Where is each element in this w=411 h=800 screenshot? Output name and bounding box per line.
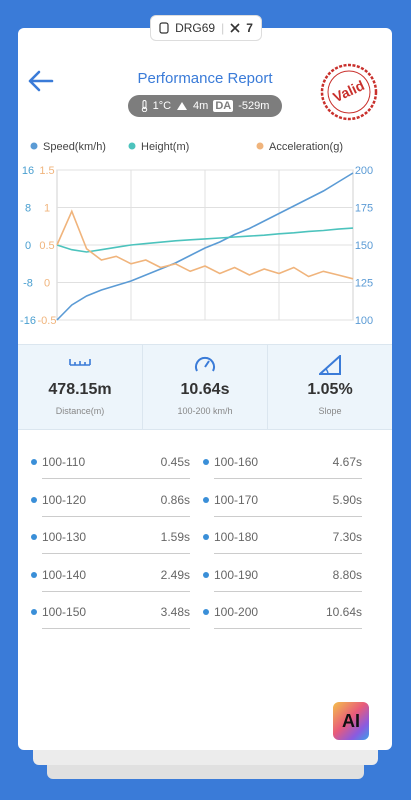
legend-dot (30, 142, 38, 150)
series-line (56, 227, 354, 253)
y-tick-label: 125 (355, 278, 373, 290)
density-altitude: -529m (238, 100, 270, 112)
legend-label: Speed(km/h) (43, 141, 106, 153)
split-label: 100-130 (42, 530, 87, 544)
split-label: 100-160 (214, 455, 259, 469)
split-divider (214, 478, 362, 479)
device-pill[interactable]: DRG69 | 7 (150, 15, 262, 41)
y-tick-label: 0 (44, 278, 50, 290)
split-time: 3.48s (160, 605, 190, 619)
split-dot (203, 534, 209, 540)
split-time: 0.86s (160, 492, 190, 507)
ai-button[interactable]: AI (331, 700, 371, 742)
split-dot (31, 571, 37, 578)
y-tick-label: 0 (25, 240, 31, 252)
split-label: 100-150 (42, 605, 87, 619)
summary-label: Distance(m) (55, 406, 105, 416)
temperature: 1°C (152, 100, 172, 112)
split-divider (42, 553, 190, 554)
split-time: 4.67s (332, 455, 362, 469)
summary-label: Slope (318, 406, 342, 416)
split-label: 100-190 (214, 567, 259, 582)
split-label: 100-170 (214, 492, 259, 507)
split-label: 100-140 (42, 567, 87, 582)
split-dot (31, 459, 37, 465)
card-stack (33, 750, 378, 765)
split-time: 7.30s (332, 530, 362, 544)
split-time: 0.45s (160, 455, 190, 469)
card-stack (47, 765, 364, 779)
split-divider (42, 478, 190, 479)
back-button[interactable] (28, 70, 54, 92)
satellite-icon (230, 23, 240, 33)
speedometer-icon (195, 356, 215, 372)
y-tick-label: -16 (20, 315, 36, 327)
y-tick-label: 100 (355, 315, 373, 327)
split-divider (42, 590, 190, 592)
summary-label: 100-200 km/h (177, 406, 233, 416)
split-divider (214, 515, 362, 517)
split-dot (31, 534, 37, 540)
altitude: 4m (193, 100, 209, 112)
satellite-count: 7 (246, 21, 253, 35)
altitude-icon (177, 102, 188, 110)
da-label: DA (213, 100, 234, 112)
y-tick-label: -0.5 (38, 315, 57, 327)
slope-icon (319, 355, 341, 375)
split-dot (203, 496, 209, 503)
summary-value: 1.05% (307, 381, 353, 398)
summary-value: 10.64s (180, 381, 230, 398)
legend-label: Acceleration(g) (269, 141, 343, 153)
y-tick-label: 1.5 (39, 165, 54, 177)
conditions-pill: 1°C 4m DA -529m (128, 95, 282, 117)
valid-stamp: Valid (320, 63, 378, 121)
thermometer-icon (141, 100, 147, 112)
split-label: 100-110 (42, 455, 86, 469)
divider: | (221, 21, 225, 35)
device-name: DRG69 (175, 21, 216, 35)
legend-label: Height(m) (141, 141, 189, 153)
summary-row: 478.15m Distance(m) 10.64s 100-200 km/h … (18, 344, 392, 430)
split-divider (42, 515, 190, 517)
split-time: 5.90s (332, 492, 362, 507)
split-time: 2.49s (160, 567, 190, 582)
y-tick-label: 8 (25, 203, 31, 215)
split-dot (203, 571, 209, 578)
split-dot (203, 459, 209, 465)
split-divider (214, 553, 362, 554)
split-divider (214, 590, 362, 592)
y-tick-label: 150 (355, 240, 373, 252)
split-dot (203, 609, 209, 615)
split-label: 100-120 (42, 492, 87, 507)
y-tick-label: -8 (23, 278, 33, 290)
split-time: 1.59s (160, 530, 190, 544)
series-line (56, 172, 354, 321)
split-divider (214, 628, 362, 629)
distance-icon (69, 359, 91, 366)
split-label: 100-200 (214, 605, 259, 619)
page-title: Performance Report (137, 70, 273, 87)
y-tick-label: 1 (44, 203, 50, 215)
legend-dot (256, 142, 264, 150)
y-tick-label: 0.5 (39, 240, 54, 252)
split-time: 10.64s (325, 605, 362, 619)
y-tick-label: 175 (355, 203, 373, 215)
phone-icon (159, 22, 169, 34)
split-dot (31, 496, 37, 503)
split-time: 8.80s (332, 567, 362, 582)
chart: Speed(km/h) Height(m) Acceleration(g)1680-… (20, 141, 373, 327)
summary-cell: 10.64s 100-200 km/h (143, 345, 268, 429)
split-label: 100-180 (214, 530, 259, 544)
legend-dot (128, 142, 136, 150)
split-divider (42, 628, 190, 629)
summary-value: 478.15m (48, 381, 112, 398)
summary-cell: 1.05% Slope (268, 345, 392, 429)
summary-cell: 478.15m Distance(m) (18, 345, 143, 429)
series-line (56, 209, 354, 280)
y-tick-label: 200 (355, 165, 373, 177)
split-dot (31, 609, 37, 615)
y-tick-label: 16 (22, 165, 34, 177)
